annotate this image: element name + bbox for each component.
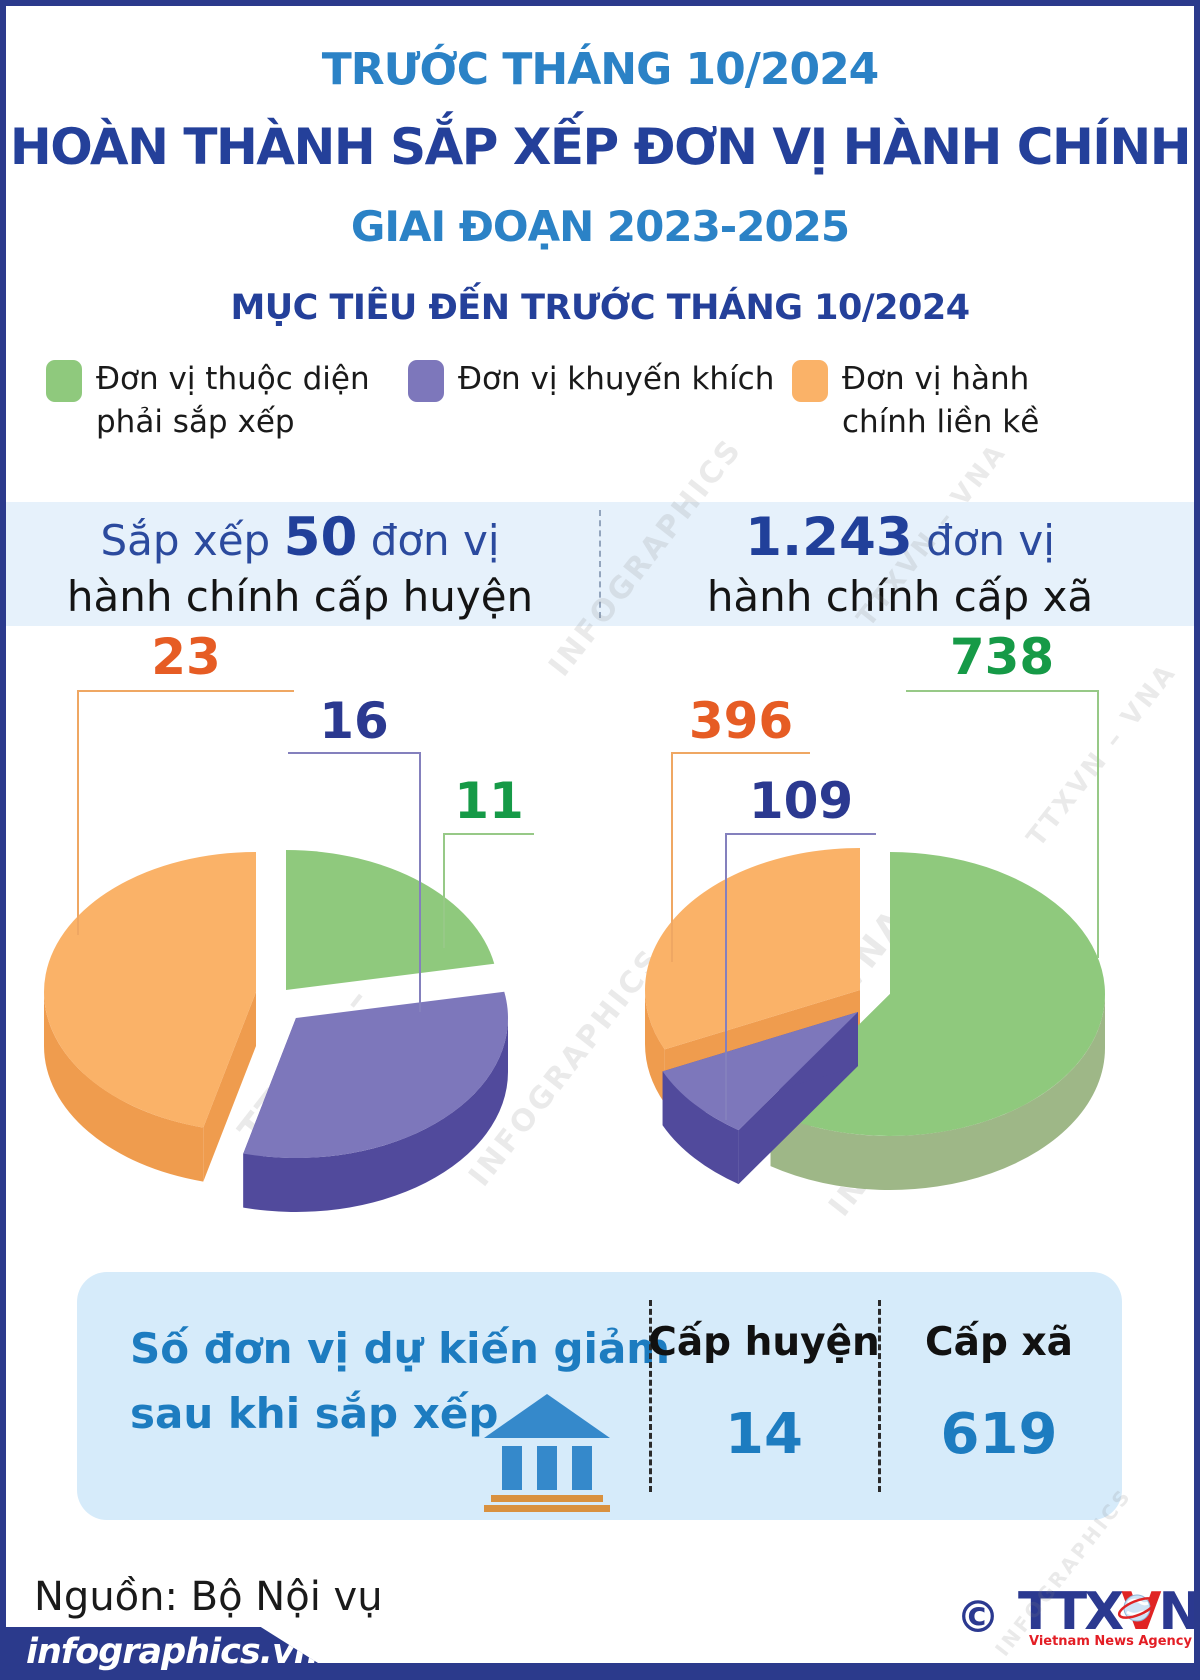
reduction-box xyxy=(77,1272,1122,1520)
watermark: TTXVN – VNA xyxy=(1021,657,1183,853)
box-divider xyxy=(649,1300,652,1492)
watermark: TTXVN – VNA xyxy=(231,890,447,1151)
pie-value-lien-ke-district: 23 xyxy=(151,628,221,686)
summary-right-line2: hành chính cấp xã xyxy=(706,572,1094,621)
reduction-title-line2: sau khi sắp xếp xyxy=(130,1389,499,1439)
column-value-district: 14 xyxy=(725,1402,803,1467)
band-divider xyxy=(599,510,601,618)
infographics-brand: infographics.vn xyxy=(26,1631,318,1672)
government-building-icon xyxy=(484,1394,610,1512)
super-title: TRƯỚC THÁNG 10/2024 xyxy=(321,44,880,95)
column-label-district: Cấp huyện xyxy=(648,1320,880,1365)
section-title: MỤC TIÊU ĐẾN TRƯỚC THÁNG 10/2024 xyxy=(230,288,970,328)
legend-label: Đơn vị khuyến khích xyxy=(458,361,775,397)
summary-right-suffix: đơn vị xyxy=(912,516,1055,565)
legend-swatch-purple-icon xyxy=(408,360,444,402)
ttxvn-logo-text: TTXVN xyxy=(1018,1582,1200,1642)
summary-right-number: 1.243 xyxy=(745,507,913,568)
summary-left-line1: Sắp xếp 50 đơn vị xyxy=(100,507,499,568)
sub-title: GIAI ĐOẠN 2023-2025 xyxy=(350,202,850,251)
pie-slice-0-2 xyxy=(44,852,256,1182)
copyright-symbol: © xyxy=(956,1592,1000,1643)
reduction-title-line1: Số đơn vị dự kiến giảm xyxy=(130,1324,671,1373)
pie-chart-district xyxy=(44,850,509,1212)
ttxvn-ttx: TTX xyxy=(1018,1582,1124,1642)
watermark: INFOGRAPHICS xyxy=(462,941,670,1194)
agency-subtitle: Vietnam News Agency xyxy=(1028,1634,1192,1649)
legend-swatch-orange-icon xyxy=(792,360,828,402)
leader-line-orange xyxy=(77,690,294,935)
reduction-box-title: Số đơn vị dự kiến giảm sau khi sắp xếp xyxy=(130,1316,670,1446)
pie-value-phai-sap-xep-commune: 738 xyxy=(949,628,1055,686)
legend-item-phai-sap-xep: Đơn vị thuộc diện phải sắp xếp xyxy=(46,358,416,444)
ttxvn-logo: TTXVN Vietnam News Agency xyxy=(1018,1586,1200,1649)
watermark: INFOGRAPHICS xyxy=(822,971,1030,1224)
page-title: HOÀN THÀNH SẮP XẾP ĐƠN VỊ HÀNH CHÍNH xyxy=(9,118,1192,176)
source-text: Nguồn: Bộ Nội vụ xyxy=(34,1574,383,1620)
box-divider xyxy=(878,1300,881,1492)
globe-icon xyxy=(1117,1594,1157,1622)
column-value-commune: 619 xyxy=(940,1402,1058,1467)
pie-value-lien-ke-commune: 396 xyxy=(688,692,794,750)
ttxvn-n: N xyxy=(1158,1582,1200,1642)
legend-swatch-green-icon xyxy=(46,360,82,402)
legend-label: Đơn vị hành chính liền kề xyxy=(842,361,1040,440)
summary-right: 1.243 đơn vị hành chính cấp xã xyxy=(600,502,1200,626)
legend-label: Đơn vị thuộc diện phải sắp xếp xyxy=(96,361,370,440)
leader-line-green xyxy=(443,833,534,948)
pie-value-khuyen-khich-district: 16 xyxy=(319,692,389,750)
legend-item-khuyen-khich: Đơn vị khuyến khích xyxy=(408,358,788,402)
summary-left-number: 50 xyxy=(283,507,358,568)
summary-left: Sắp xếp 50 đơn vị hành chính cấp huyện xyxy=(0,502,600,626)
column-label-commune: Cấp xã xyxy=(925,1320,1073,1365)
summary-right-line1: 1.243 đơn vị xyxy=(745,507,1055,568)
infographics-banner: infographics.vn xyxy=(0,1627,318,1680)
summary-left-suffix: đơn vị xyxy=(357,516,500,565)
pie-value-phai-sap-xep-district: 11 xyxy=(454,772,524,830)
leader-line-green xyxy=(906,690,1099,958)
pie-value-khuyen-khich-commune: 109 xyxy=(748,772,854,830)
summary-left-line2: hành chính cấp huyện xyxy=(66,572,534,621)
legend-item-lien-ke: Đơn vị hành chính liền kề xyxy=(792,358,1122,444)
summary-left-prefix: Sắp xếp xyxy=(100,516,284,565)
